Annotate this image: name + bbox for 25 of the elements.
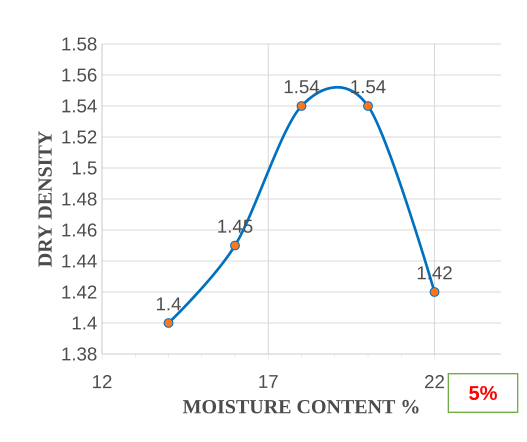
x-tick-label: 12 [93, 375, 112, 388]
y-axis-title: DRY DENSITY [38, 131, 52, 267]
y-tick-label: 1.56 [62, 68, 96, 82]
x-tick-label: 22 [425, 375, 444, 388]
y-tick-label: 1.42 [62, 285, 96, 299]
point [296, 101, 306, 111]
y-tick-label: 1.5 [72, 161, 97, 175]
y-tick-label: 1.58 [62, 37, 96, 51]
y-tick-label: 1.48 [62, 192, 96, 206]
text: 5% [469, 386, 497, 400]
point [430, 287, 440, 297]
x-tick-label: 17 [259, 375, 278, 388]
y-tick-label: 1.44 [62, 254, 97, 268]
data-label: 1.54 [284, 80, 320, 94]
point [230, 240, 240, 250]
point [363, 101, 373, 111]
y-tick-label: 1.52 [62, 130, 96, 144]
point [164, 318, 174, 328]
y-tick-label: 1.46 [62, 223, 96, 237]
data-label: 1.54 [351, 80, 386, 94]
data-label: 1.4 [156, 297, 181, 310]
y-tick-label: 1.4 [72, 316, 97, 330]
y-tick-label: 1.38 [62, 347, 96, 361]
y-tick-label: 1.54 [62, 99, 97, 113]
x-axis-title: MOISTURE CONTENT % [182, 400, 419, 414]
